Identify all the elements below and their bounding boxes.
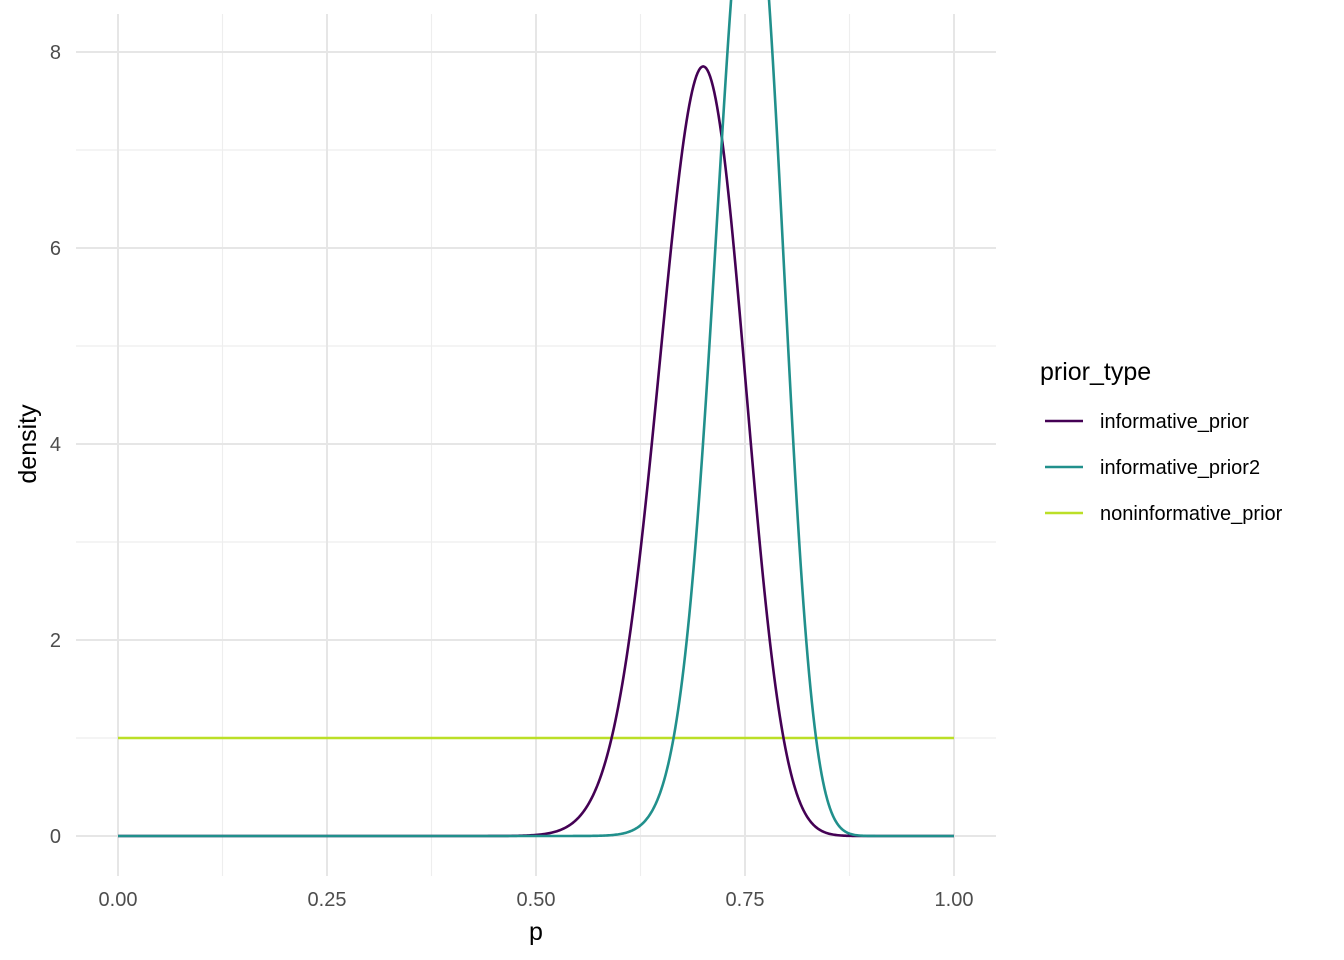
- legend-items: informative_prior informative_prior2nonin…: [1045, 411, 1283, 525]
- legend-label: informative_prior2: [1100, 457, 1260, 479]
- legend: prior_type informative_priorinformative_…: [1040, 358, 1283, 525]
- legend-title: prior_type: [1040, 358, 1151, 386]
- x-tick-label: 0.00: [99, 889, 138, 911]
- series-line-informative-prior2: [118, 0, 954, 838]
- y-axis-title: density: [14, 404, 42, 484]
- y-tick-label: 6: [50, 238, 61, 260]
- series-lines: [118, 0, 954, 838]
- x-tick-label: 0.25: [308, 889, 347, 911]
- x-axis-ticks: 0.00 0.25 0.50 0.75 1.00: [99, 889, 974, 911]
- x-tick-label: 1.00: [935, 889, 974, 911]
- y-tick-label: 8: [50, 42, 61, 64]
- grid: [76, 14, 996, 876]
- x-tick-label: 0.75: [726, 889, 765, 911]
- x-tick-label: 0.50: [517, 889, 556, 911]
- legend-label: informative_prior: [1100, 411, 1249, 433]
- y-tick-label: 2: [50, 630, 61, 652]
- legend-label: noninformative_prior: [1100, 503, 1283, 525]
- y-tick-label: 0: [50, 826, 61, 848]
- y-tick-label: 4: [50, 434, 61, 456]
- y-axis-ticks: 0 2 4 6 8: [50, 42, 61, 848]
- x-axis-title: p: [529, 918, 543, 946]
